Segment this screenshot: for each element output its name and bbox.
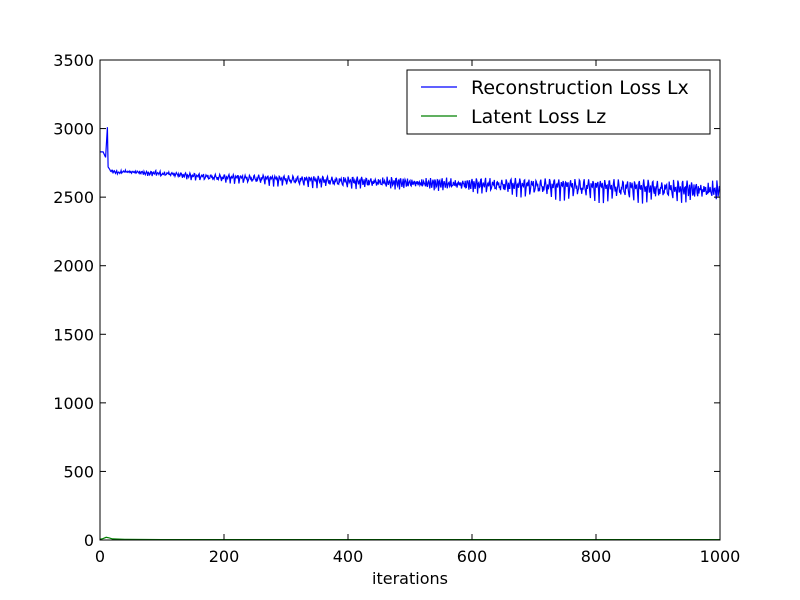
legend-entry-label: Latent Loss Lz — [471, 106, 606, 128]
y-tick-label: 500 — [63, 462, 94, 481]
x-tick-label: 800 — [581, 547, 612, 566]
x-tick-label: 200 — [209, 547, 240, 566]
y-tick-label: 3000 — [53, 120, 94, 139]
plot-area — [100, 60, 720, 540]
legend: Reconstruction Loss Lx Latent Loss Lz — [406, 69, 711, 135]
x-tick-label: 0 — [95, 547, 105, 566]
y-tick-label: 1500 — [53, 325, 94, 344]
legend-box — [406, 69, 711, 135]
x-tick-label: 1000 — [700, 547, 741, 566]
y-tick-label: 3500 — [53, 51, 94, 70]
series-line-reconstruction-loss — [100, 127, 721, 204]
x-axis-label: iterations — [372, 569, 448, 588]
y-tick-label: 1000 — [53, 394, 94, 413]
x-tick-label: 400 — [333, 547, 364, 566]
y-tick-label: 2500 — [53, 188, 94, 207]
x-tick-label: 600 — [457, 547, 488, 566]
y-tick-label: 2000 — [53, 257, 94, 276]
legend-entry-label: Reconstruction Loss Lx — [471, 77, 689, 99]
y-tick-label: 0 — [84, 531, 94, 550]
tick-layer: 0 200 400 600 800 1000 0 500 1000 1500 2000 2500 300… — [53, 51, 740, 566]
plot-frame — [99, 59, 721, 541]
